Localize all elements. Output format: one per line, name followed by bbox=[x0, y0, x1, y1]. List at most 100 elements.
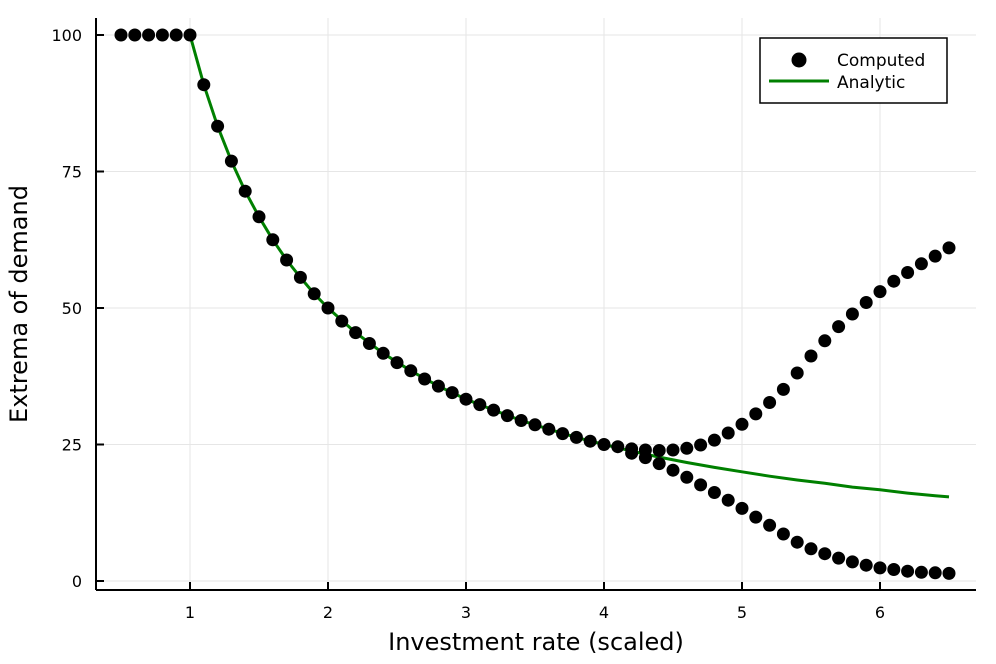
computed-point bbox=[942, 566, 956, 580]
computed-point bbox=[128, 28, 142, 42]
computed-point bbox=[666, 463, 680, 477]
computed-point bbox=[901, 266, 915, 279]
legend-label-analytic: Analytic bbox=[837, 73, 905, 93]
computed-series bbox=[114, 28, 956, 580]
computed-point bbox=[845, 555, 859, 569]
computed-point bbox=[652, 444, 666, 457]
computed-point bbox=[376, 346, 390, 360]
computed-point bbox=[818, 334, 832, 348]
computed-point bbox=[169, 28, 183, 42]
computed-point bbox=[776, 382, 790, 396]
computed-point bbox=[763, 396, 777, 409]
computed-point bbox=[211, 119, 225, 133]
legend: Computed Analytic bbox=[759, 37, 948, 104]
computed-point bbox=[942, 241, 956, 255]
computed-point bbox=[707, 433, 721, 447]
computed-point bbox=[307, 287, 321, 301]
computed-point bbox=[694, 478, 708, 492]
computed-point bbox=[887, 563, 901, 576]
legend-dot-marker-icon bbox=[791, 52, 807, 68]
computed-point bbox=[735, 501, 749, 515]
computed-point bbox=[666, 443, 680, 457]
computed-point bbox=[818, 547, 832, 561]
computed-point bbox=[335, 314, 349, 328]
computed-point bbox=[473, 398, 487, 412]
computed-point bbox=[431, 379, 445, 393]
computed-point bbox=[804, 542, 818, 556]
computed-point bbox=[321, 301, 335, 315]
computed-point bbox=[832, 551, 846, 565]
computed-point bbox=[832, 320, 846, 334]
x-ticks: 1 2 3 4 5 6 bbox=[185, 582, 885, 622]
y-tick-label: 0 bbox=[72, 572, 82, 591]
computed-point bbox=[597, 438, 611, 451]
computed-point bbox=[680, 470, 694, 484]
computed-point bbox=[349, 326, 363, 340]
y-tick-label: 50 bbox=[62, 299, 82, 318]
legend-label-computed: Computed bbox=[837, 51, 925, 71]
computed-point bbox=[459, 392, 473, 406]
y-tick-label: 25 bbox=[62, 436, 82, 455]
computed-point bbox=[418, 372, 432, 386]
computed-point bbox=[707, 486, 721, 499]
computed-point bbox=[735, 417, 749, 431]
computed-point bbox=[183, 28, 197, 42]
x-tick-label: 1 bbox=[185, 603, 195, 622]
computed-point bbox=[542, 422, 556, 436]
y-tick-label: 75 bbox=[62, 163, 82, 182]
x-tick-label: 2 bbox=[323, 603, 333, 622]
computed-point bbox=[487, 403, 501, 417]
computed-point bbox=[749, 407, 763, 421]
computed-point bbox=[694, 438, 708, 452]
computed-point bbox=[155, 28, 169, 42]
computed-point bbox=[142, 28, 156, 42]
computed-point bbox=[362, 337, 376, 350]
legend-box bbox=[759, 37, 948, 104]
computed-point bbox=[197, 78, 211, 92]
x-axis-label: Investment rate (scaled) bbox=[388, 628, 684, 656]
computed-point bbox=[266, 233, 280, 247]
computed-point bbox=[390, 356, 404, 370]
computed-point bbox=[790, 535, 804, 549]
computed-point bbox=[528, 418, 542, 432]
y-axis-label: Extrema of demand bbox=[5, 185, 33, 423]
computed-point bbox=[293, 270, 307, 284]
y-ticks: 0 25 50 75 100 bbox=[51, 26, 104, 591]
computed-point bbox=[845, 307, 859, 321]
computed-point bbox=[887, 274, 901, 288]
x-tick-label: 4 bbox=[599, 603, 609, 622]
computed-point bbox=[873, 561, 887, 575]
computed-point bbox=[514, 414, 528, 427]
computed-point bbox=[280, 253, 294, 267]
y-tick-label: 100 bbox=[51, 26, 82, 45]
computed-point bbox=[914, 565, 928, 579]
computed-point bbox=[224, 154, 238, 168]
computed-point bbox=[763, 518, 777, 532]
computed-point bbox=[638, 451, 652, 465]
computed-point bbox=[611, 440, 625, 454]
computed-point bbox=[873, 285, 887, 299]
computed-point bbox=[928, 566, 942, 580]
computed-point bbox=[445, 386, 459, 400]
x-tick-label: 5 bbox=[737, 603, 747, 622]
computed-point bbox=[500, 409, 514, 423]
computed-point bbox=[859, 558, 873, 572]
computed-point bbox=[583, 434, 597, 448]
computed-point bbox=[680, 441, 694, 455]
computed-point bbox=[114, 28, 128, 42]
computed-point bbox=[749, 510, 763, 524]
computed-point bbox=[776, 527, 790, 541]
computed-point bbox=[625, 446, 639, 460]
computed-point bbox=[252, 210, 266, 224]
computed-point bbox=[914, 257, 928, 271]
axes bbox=[95, 18, 976, 591]
computed-point bbox=[721, 426, 735, 440]
x-tick-label: 6 bbox=[875, 603, 885, 622]
x-tick-label: 3 bbox=[461, 603, 471, 622]
computed-point bbox=[790, 366, 804, 380]
computed-point bbox=[556, 427, 570, 441]
computed-point bbox=[901, 564, 915, 578]
computed-point bbox=[404, 364, 418, 378]
computed-point bbox=[238, 184, 252, 198]
